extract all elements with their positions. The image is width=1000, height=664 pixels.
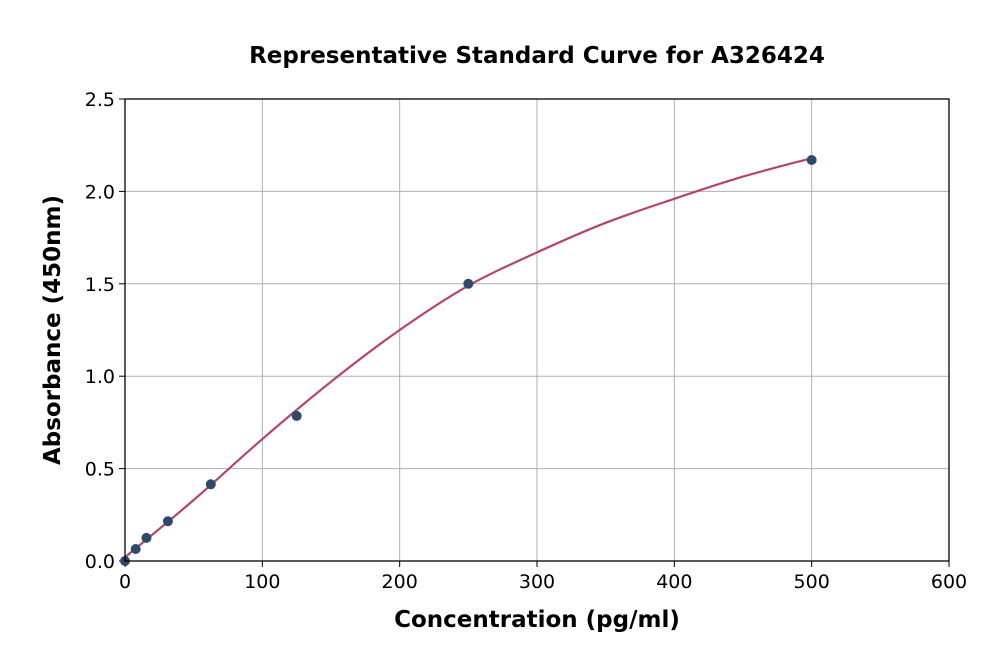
y-tick-label: 2.0	[85, 181, 115, 203]
x-axis-label: Concentration (pg/ml)	[394, 607, 680, 633]
y-tick-label: 2.5	[85, 89, 115, 111]
data-point	[205, 479, 216, 490]
x-tick-label: 400	[656, 571, 692, 593]
y-tick-label: 0.5	[85, 459, 115, 481]
y-tick-label: 0.0	[85, 551, 115, 573]
x-tick-label: 0	[119, 571, 131, 593]
y-tick-label: 1.5	[85, 274, 115, 296]
fit-curve-line	[124, 157, 812, 559]
chart-title: Representative Standard Curve for A32642…	[249, 43, 825, 69]
plot-frame	[124, 98, 950, 562]
y-axis-label: Absorbance (450nm)	[40, 195, 66, 465]
data-point	[463, 278, 474, 289]
data-point	[141, 532, 152, 543]
y-tick-label: 1.0	[85, 366, 115, 388]
data-point	[291, 410, 302, 421]
x-tick-label: 500	[794, 571, 830, 593]
data-point	[162, 516, 173, 527]
data-point	[806, 154, 817, 165]
x-tick-label: 600	[931, 571, 967, 593]
data-point	[130, 543, 141, 554]
x-tick-label: 300	[519, 571, 555, 593]
x-tick-label: 100	[244, 571, 280, 593]
x-tick-label: 200	[382, 571, 418, 593]
